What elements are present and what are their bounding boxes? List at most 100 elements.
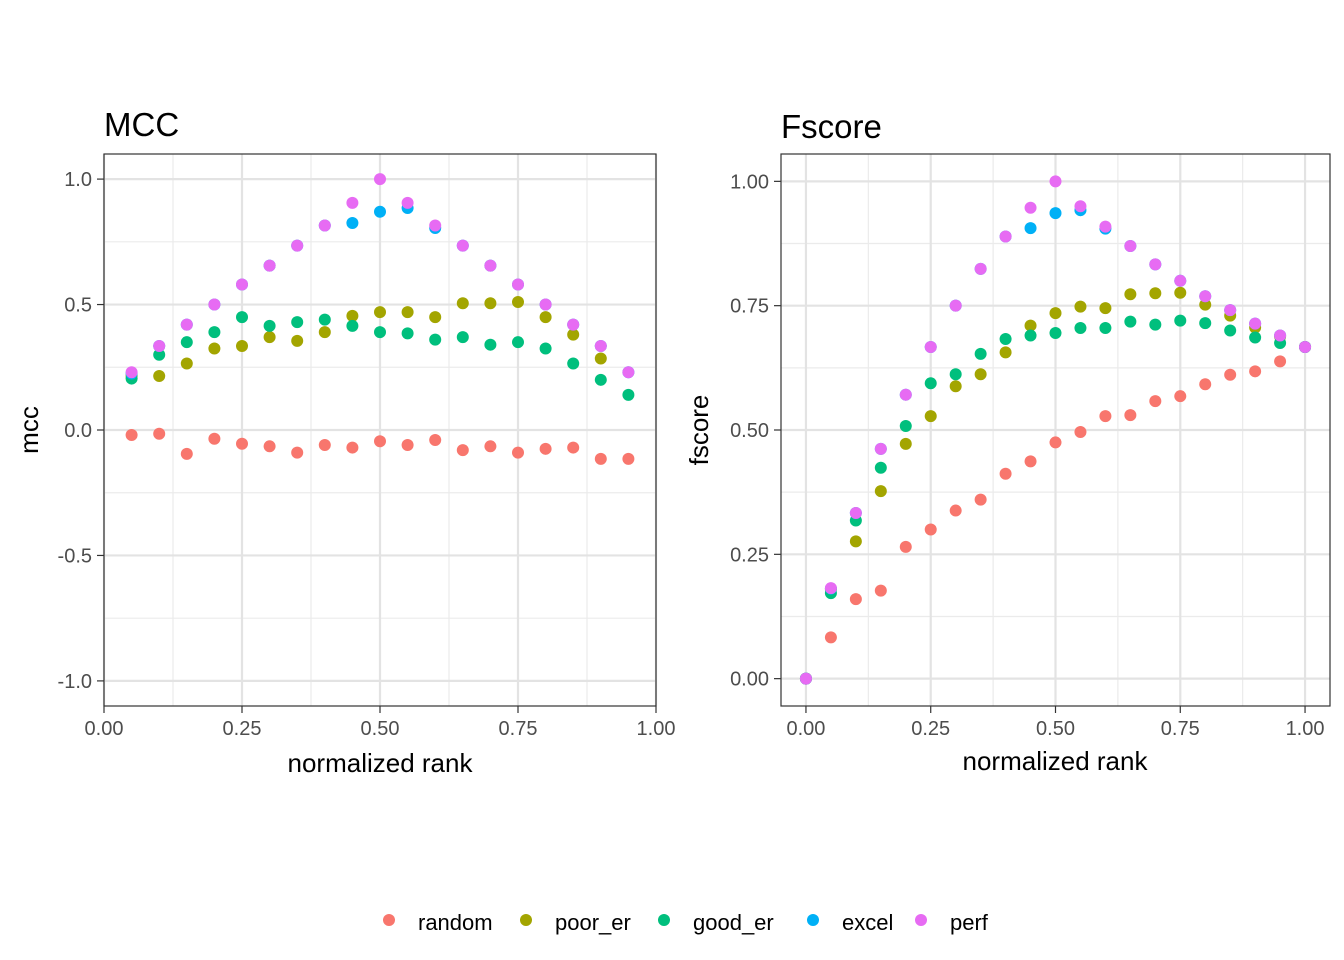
fscore-point-poor_er <box>1199 298 1212 311</box>
mcc-point-random <box>208 432 221 445</box>
fscore-point-random <box>1199 378 1212 391</box>
fscore-y-tick-label: 0.50 <box>730 420 769 442</box>
mcc-point-poor_er <box>484 297 497 310</box>
fscore-y-tick-label: 1.00 <box>730 171 769 193</box>
mcc-point-random <box>346 441 359 454</box>
fscore-point-perf <box>1124 240 1137 252</box>
mcc-point-poor_er <box>153 370 166 383</box>
fscore-point-perf <box>874 442 887 455</box>
fscore-point-random <box>1049 436 1062 449</box>
fscore-point-perf <box>924 340 937 353</box>
fscore-point-perf <box>1099 220 1112 233</box>
fscore-point-poor_er <box>849 535 862 548</box>
mcc-point-good_er <box>291 316 304 329</box>
fscore-x-tick-label: 1.00 <box>1286 718 1325 740</box>
mcc-point-perf <box>318 219 331 232</box>
mcc-point-random <box>594 452 607 465</box>
legend-key-good_er <box>658 914 670 926</box>
fscore-point-perf <box>1274 329 1287 342</box>
fscore-point-good_er <box>874 461 887 474</box>
fscore-point-random <box>824 631 837 644</box>
fscore-point-excel <box>1024 222 1037 235</box>
fscore-point-excel <box>1049 207 1062 220</box>
mcc-point-perf <box>539 298 552 311</box>
fscore-point-poor_er <box>1049 307 1062 320</box>
fscore-x-tick-label: 0.75 <box>1161 718 1200 740</box>
mcc-point-poor_er <box>291 334 304 347</box>
mcc-y-axis-label: mcc <box>14 406 44 454</box>
legend-label-good_er: good_er <box>693 910 774 935</box>
mcc-point-good_er <box>236 311 248 324</box>
legend-label-excel: excel <box>842 910 893 935</box>
fscore-point-good_er <box>1024 329 1037 342</box>
fscore-point-random <box>924 523 937 536</box>
mcc-point-random <box>263 440 276 453</box>
mcc-point-random <box>125 429 138 442</box>
mcc-y-tick-label: 0.0 <box>64 420 92 442</box>
fscore-point-poor_er <box>899 437 912 450</box>
mcc-point-perf <box>374 173 386 186</box>
mcc-point-perf <box>208 298 221 311</box>
mcc-x-axis-label: normalized rank <box>288 748 474 778</box>
fscore-point-good_er <box>1149 318 1162 331</box>
fscore-point-poor_er <box>1024 319 1037 332</box>
mcc-point-perf <box>180 318 193 331</box>
fscore-point-random <box>999 467 1012 480</box>
mcc-point-perf <box>125 366 138 379</box>
mcc-point-poor_er <box>512 296 524 309</box>
legend: random poor_er good_er excel perf <box>383 910 989 935</box>
mcc-point-good_er <box>153 348 166 361</box>
fscore-x-tick-label: 0.00 <box>786 718 825 740</box>
fscore-point-random <box>1024 455 1037 468</box>
mcc-point-good_er <box>346 319 359 332</box>
mcc-point-good_er <box>374 326 386 339</box>
fscore-point-perf <box>1149 258 1162 271</box>
fscore-point-good_er <box>1249 331 1262 344</box>
fscore-point-perf <box>799 672 812 685</box>
fscore-point-random <box>1249 365 1262 378</box>
fscore-chart-title: Fscore <box>781 108 882 145</box>
fscore-point-random <box>1274 355 1287 368</box>
mcc-point-good_er <box>484 338 497 351</box>
mcc-point-poor_er <box>374 306 386 319</box>
fscore-point-poor_er <box>1074 300 1087 313</box>
mcc-point-poor_er <box>401 306 414 319</box>
mcc-point-perf <box>429 219 442 232</box>
fscore-point-good_er <box>949 368 962 381</box>
mcc-point-poor_er <box>263 331 276 344</box>
fscore-point-good_er <box>899 420 912 433</box>
mcc-x-tick-label: 0.75 <box>499 718 538 740</box>
fscore-y-tick-label: 0.00 <box>730 669 769 691</box>
fscore-point-perf <box>1249 317 1262 330</box>
mcc-x-tick-label: 0.50 <box>361 718 400 740</box>
mcc-point-good_er <box>429 333 442 346</box>
fscore-x-axis-label: normalized rank <box>963 746 1149 776</box>
fscore-point-random <box>974 493 987 506</box>
mcc-y-tick-label: 0.5 <box>64 295 92 317</box>
fscore-point-perf <box>949 299 962 312</box>
fscore-point-perf <box>1299 340 1312 353</box>
fscore-point-random <box>1224 368 1237 381</box>
fscore-point-good_er <box>1049 327 1062 340</box>
mcc-point-random <box>484 440 497 453</box>
mcc-point-random <box>429 434 442 447</box>
mcc-point-perf <box>291 239 304 252</box>
legend-key-excel <box>807 914 819 926</box>
legend-label-random: random <box>418 910 493 935</box>
fscore-point-perf <box>1074 200 1087 213</box>
mcc-panel: MCC 0.00 0.25 0.50 0.75 1.00 -1.0 -0.5 0.0 0.5 1.… <box>14 106 675 778</box>
mcc-point-perf <box>622 366 635 379</box>
mcc-x-tick-label: 0.00 <box>85 718 124 740</box>
legend-label-perf: perf <box>950 910 989 935</box>
fscore-point-good_er <box>1199 317 1212 330</box>
mcc-point-perf <box>594 339 607 352</box>
mcc-point-perf <box>263 259 276 272</box>
fscore-point-good_er <box>999 332 1012 345</box>
fscore-point-perf <box>824 582 837 595</box>
fscore-point-poor_er <box>924 410 937 423</box>
mcc-y-tick-label: -0.5 <box>58 545 92 567</box>
mcc-point-random <box>153 427 166 440</box>
mcc-point-perf <box>153 339 166 352</box>
fscore-point-perf <box>1224 304 1237 317</box>
